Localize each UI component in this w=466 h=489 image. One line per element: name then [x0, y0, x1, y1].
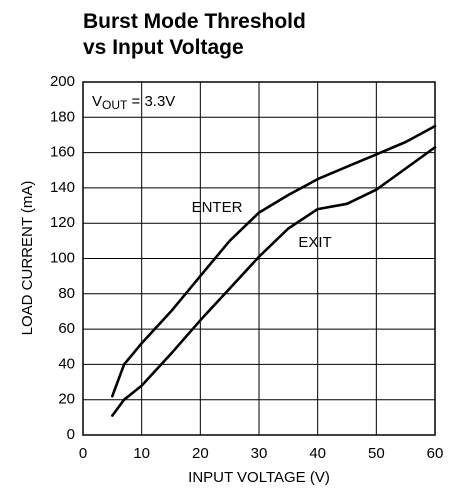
- y-tick-label: 80: [58, 285, 75, 302]
- x-tick-label: 60: [427, 445, 444, 462]
- y-tick-label: 120: [50, 214, 75, 231]
- series-label: EXIT: [298, 234, 331, 251]
- y-tick-label: 100: [50, 249, 75, 266]
- x-tick-label: 20: [192, 445, 209, 462]
- y-tick-label: 20: [58, 391, 75, 408]
- x-tick-label: 10: [133, 445, 150, 462]
- y-tick-label: 60: [58, 320, 75, 337]
- annotation-sub: OUT: [102, 98, 128, 112]
- annotation-base: V: [92, 93, 102, 110]
- y-axis-label: LOAD CURRENT (mA): [19, 181, 36, 336]
- chart-title: vs Input Voltage: [83, 36, 244, 59]
- chart-title: Burst Mode Threshold: [83, 10, 306, 33]
- x-tick-label: 30: [251, 445, 268, 462]
- series-label: ENTER: [192, 199, 243, 216]
- x-axis-label: INPUT VOLTAGE (V): [188, 469, 330, 486]
- y-tick-label: 0: [67, 426, 75, 443]
- y-tick-label: 180: [50, 108, 75, 125]
- x-tick-label: 50: [368, 445, 385, 462]
- annotation-rest: = 3.3V: [127, 93, 175, 110]
- x-tick-label: 0: [79, 445, 87, 462]
- y-tick-label: 160: [50, 144, 75, 161]
- y-tick-label: 200: [50, 73, 75, 90]
- plot-frame: [82, 81, 436, 436]
- line-series: [111, 124, 437, 398]
- annotation: VOUT = 3.3V: [92, 93, 175, 112]
- y-tick-label: 40: [58, 355, 75, 372]
- line-series: [111, 146, 437, 417]
- y-tick-label: 140: [50, 179, 75, 196]
- x-tick-label: 40: [309, 445, 326, 462]
